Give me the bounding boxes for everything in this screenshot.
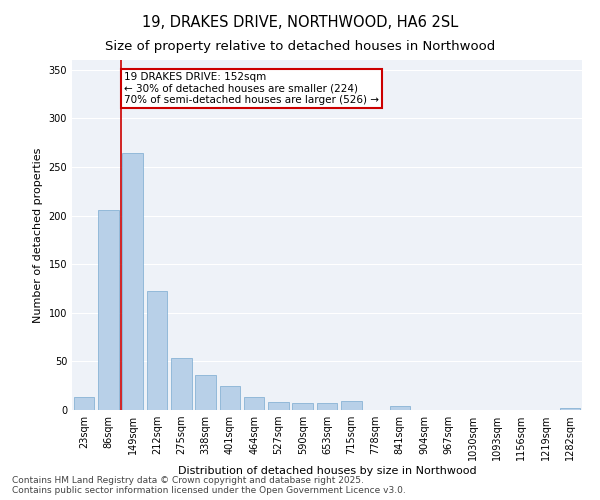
Bar — [195, 375, 216, 410]
Text: Size of property relative to detached houses in Northwood: Size of property relative to detached ho… — [105, 40, 495, 53]
Bar — [268, 402, 289, 410]
Bar — [292, 403, 313, 410]
Text: Contains HM Land Registry data © Crown copyright and database right 2025.
Contai: Contains HM Land Registry data © Crown c… — [12, 476, 406, 495]
Bar — [171, 358, 191, 410]
Bar — [389, 406, 410, 410]
Bar — [74, 398, 94, 410]
Bar — [341, 401, 362, 410]
Bar — [146, 292, 167, 410]
Text: 19 DRAKES DRIVE: 152sqm
← 30% of detached houses are smaller (224)
70% of semi-d: 19 DRAKES DRIVE: 152sqm ← 30% of detache… — [124, 72, 379, 105]
Text: 19, DRAKES DRIVE, NORTHWOOD, HA6 2SL: 19, DRAKES DRIVE, NORTHWOOD, HA6 2SL — [142, 15, 458, 30]
Bar — [244, 398, 265, 410]
Y-axis label: Number of detached properties: Number of detached properties — [33, 148, 43, 322]
Bar — [317, 403, 337, 410]
Bar — [220, 386, 240, 410]
X-axis label: Distribution of detached houses by size in Northwood: Distribution of detached houses by size … — [178, 466, 476, 476]
Bar — [98, 210, 119, 410]
Bar — [560, 408, 580, 410]
Bar — [122, 154, 143, 410]
